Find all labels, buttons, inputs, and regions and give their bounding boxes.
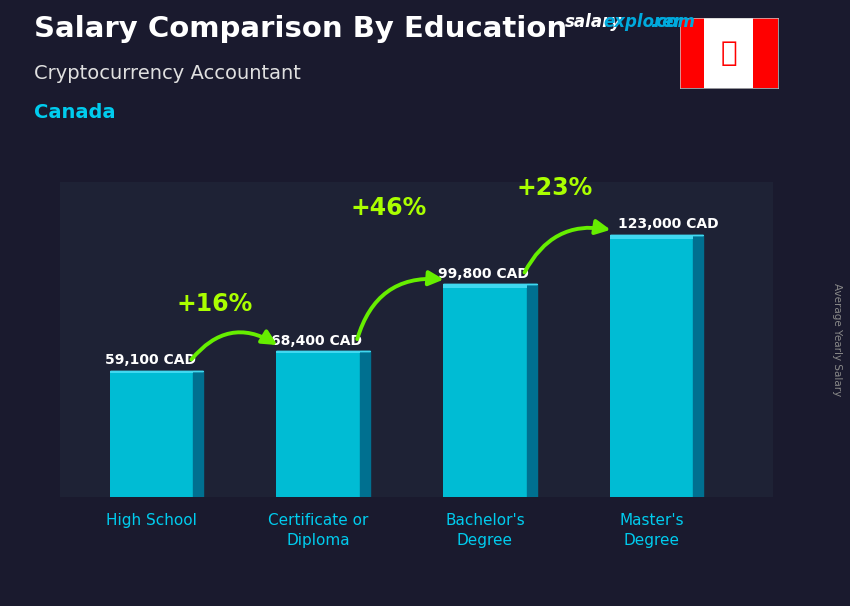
Text: 99,800 CAD: 99,800 CAD xyxy=(439,267,529,281)
Text: 123,000 CAD: 123,000 CAD xyxy=(618,217,719,231)
Text: +23%: +23% xyxy=(517,176,593,200)
FancyArrowPatch shape xyxy=(191,331,274,359)
Text: +16%: +16% xyxy=(177,293,252,316)
Polygon shape xyxy=(694,235,704,497)
Bar xyxy=(276,351,360,353)
Text: Canada: Canada xyxy=(34,103,116,122)
Bar xyxy=(610,235,694,239)
Text: .com: .com xyxy=(650,13,695,32)
Bar xyxy=(680,18,705,88)
Text: 68,400 CAD: 68,400 CAD xyxy=(271,333,362,347)
Text: salary: salary xyxy=(565,13,622,32)
Bar xyxy=(753,18,778,88)
Text: +46%: +46% xyxy=(350,196,426,220)
Bar xyxy=(610,235,694,497)
Bar xyxy=(705,18,753,88)
Text: 🍁: 🍁 xyxy=(721,39,737,67)
Bar xyxy=(443,284,527,288)
Polygon shape xyxy=(193,371,203,497)
Polygon shape xyxy=(527,284,536,497)
Text: 59,100 CAD: 59,100 CAD xyxy=(105,353,196,367)
Polygon shape xyxy=(360,351,370,497)
FancyArrowPatch shape xyxy=(357,272,439,339)
Bar xyxy=(110,371,193,497)
Text: explorer: explorer xyxy=(604,13,683,32)
Text: Cryptocurrency Accountant: Cryptocurrency Accountant xyxy=(34,64,301,82)
Bar xyxy=(276,351,360,497)
FancyArrowPatch shape xyxy=(524,221,606,273)
Bar xyxy=(443,284,527,497)
Text: Salary Comparison By Education: Salary Comparison By Education xyxy=(34,15,567,43)
Text: Average Yearly Salary: Average Yearly Salary xyxy=(832,283,842,396)
Bar xyxy=(110,371,193,373)
